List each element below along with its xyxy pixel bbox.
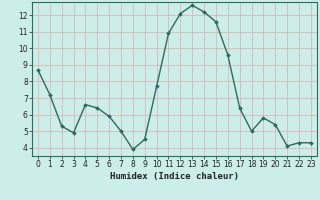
X-axis label: Humidex (Indice chaleur): Humidex (Indice chaleur)	[110, 172, 239, 181]
